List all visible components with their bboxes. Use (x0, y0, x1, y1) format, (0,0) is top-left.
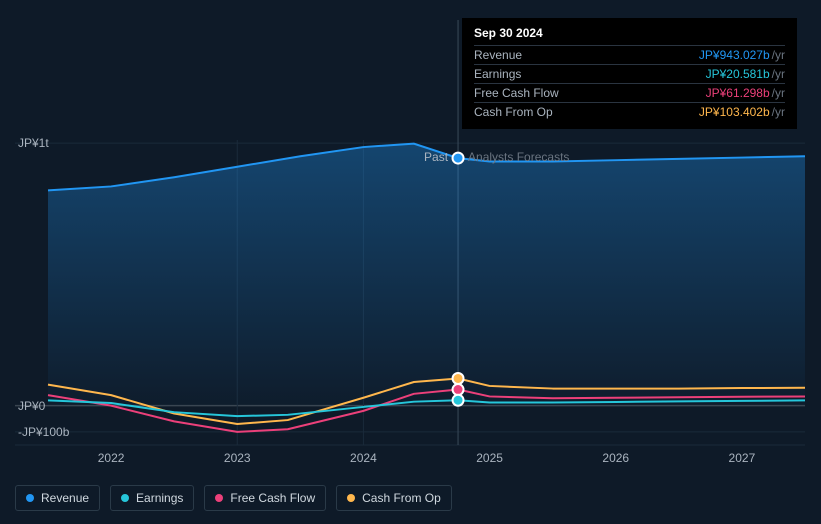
tooltip-label: Free Cash Flow (474, 86, 559, 100)
tooltip-value: JP¥943.027b (699, 48, 770, 62)
tooltip-row: Earnings JP¥20.581b/yr (474, 64, 785, 83)
section-label-forecast: Analysts Forecasts (468, 150, 569, 164)
x-tick-label: 2023 (224, 451, 251, 465)
hover-tooltip: Sep 30 2024 RevenueJP¥943.027b/yrEarning… (462, 18, 797, 129)
x-tick-label: 2025 (476, 451, 503, 465)
chart-legend: Revenue Earnings Free Cash Flow Cash From O… (15, 485, 452, 511)
legend-item[interactable]: Cash From Op (336, 485, 452, 511)
legend-label: Earnings (136, 491, 183, 505)
tooltip-unit: /yr (772, 86, 785, 100)
legend-item[interactable]: Earnings (110, 485, 194, 511)
tooltip-label: Revenue (474, 48, 522, 62)
tooltip-value: JP¥61.298b (706, 86, 770, 100)
y-tick-label: JP¥0 (18, 399, 45, 413)
tooltip-label: Earnings (474, 67, 521, 81)
legend-swatch (26, 494, 34, 502)
legend-swatch (121, 494, 129, 502)
x-tick-label: 2026 (602, 451, 629, 465)
tooltip-title: Sep 30 2024 (474, 26, 785, 40)
legend-swatch (215, 494, 223, 502)
tooltip-row: Free Cash Flow JP¥61.298b/yr (474, 83, 785, 102)
legend-swatch (347, 494, 355, 502)
x-tick-label: 2024 (350, 451, 377, 465)
section-label-past: Past (424, 150, 448, 164)
x-tick-label: 2022 (98, 451, 125, 465)
tooltip-value: JP¥20.581b (706, 67, 770, 81)
legend-label: Revenue (41, 491, 89, 505)
tooltip-row: Revenue JP¥943.027b/yr (474, 45, 785, 64)
financials-chart: JP¥1t JP¥0 -JP¥100b Past Analysts Foreca… (0, 0, 821, 524)
x-tick-label: 2027 (729, 451, 756, 465)
tooltip-label: Cash From Op (474, 105, 553, 119)
tooltip-row: Cash From Op JP¥103.402b/yr (474, 102, 785, 121)
legend-item[interactable]: Free Cash Flow (204, 485, 326, 511)
tooltip-value: JP¥103.402b (699, 105, 770, 119)
tooltip-unit: /yr (772, 48, 785, 62)
legend-item[interactable]: Revenue (15, 485, 100, 511)
legend-label: Free Cash Flow (230, 491, 315, 505)
y-tick-label: -JP¥100b (18, 425, 69, 439)
tooltip-unit: /yr (772, 105, 785, 119)
legend-label: Cash From Op (362, 491, 441, 505)
y-tick-label: JP¥1t (18, 136, 49, 150)
tooltip-unit: /yr (772, 67, 785, 81)
